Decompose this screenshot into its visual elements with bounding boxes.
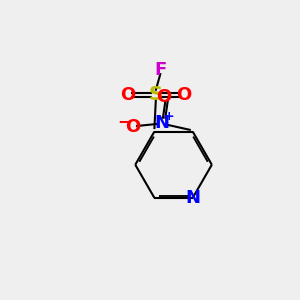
- Text: −: −: [117, 112, 131, 130]
- Text: F: F: [154, 61, 167, 79]
- Text: S: S: [149, 85, 163, 104]
- Text: N: N: [154, 114, 169, 132]
- Text: N: N: [185, 189, 200, 207]
- Text: O: O: [176, 86, 191, 104]
- Text: +: +: [164, 110, 175, 123]
- Text: O: O: [120, 86, 136, 104]
- Text: O: O: [125, 118, 140, 136]
- Text: O: O: [157, 88, 172, 106]
